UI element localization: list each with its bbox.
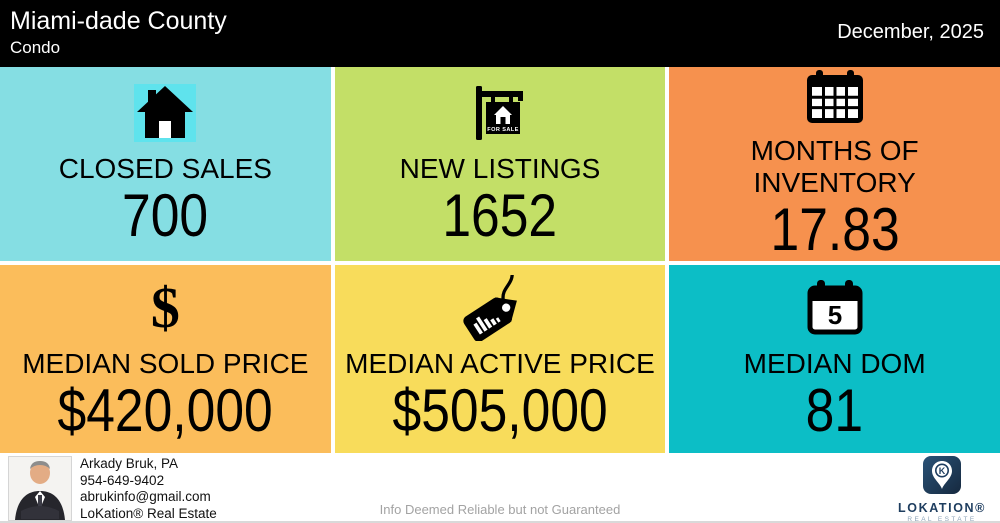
- svg-text:K: K: [939, 466, 946, 476]
- lokation-pin-icon: K: [923, 456, 961, 494]
- stat-tile-median-active-price: MEDIAN ACTIVE PRICE $505,000: [334, 265, 666, 453]
- for-sale-text: FOR SALE: [487, 127, 518, 133]
- stat-tile-new-listings: FOR SALE NEW LISTINGS 1652: [334, 67, 666, 261]
- stat-value: 81: [805, 376, 864, 444]
- logo-tagline: REAL ESTATE: [907, 516, 977, 523]
- footer-bar: Arkady Bruk, PA 954-649-9402 abrukinfo@g…: [0, 453, 1000, 523]
- calendar-day-number: 5: [827, 300, 841, 330]
- page-subtitle: Condo: [10, 38, 61, 57]
- for-sale-sign-icon: FOR SALE: [469, 82, 531, 144]
- stat-label: MEDIAN DOM: [743, 347, 926, 379]
- stat-label: MEDIAN SOLD PRICE: [22, 347, 309, 379]
- price-tag-icon: [452, 274, 548, 341]
- stat-tile-closed-sales: CLOSED SALES 700: [0, 67, 331, 261]
- house-icon: [134, 83, 197, 142]
- lokation-logo: K LOKATION® REAL ESTATE: [892, 455, 992, 523]
- report-date: December, 2025: [837, 21, 984, 43]
- stat-tile-median-dom: 5 MEDIAN DOM 81: [669, 265, 1000, 453]
- agent-photo: [8, 456, 72, 521]
- stat-value: $420,000: [57, 376, 273, 444]
- disclaimer-text: Info Deemed Reliable but not Guaranteed: [379, 502, 621, 517]
- header-titles: Miami-dade County Condo: [10, 0, 227, 67]
- stat-value: 1652: [442, 181, 558, 249]
- stat-tile-months-of-inventory: MONTHS OF INVENTORY 17.83: [669, 67, 1000, 261]
- stat-value: 17.83: [770, 196, 900, 263]
- page-title: Miami-dade County: [10, 7, 227, 35]
- agent-phone: 954-649-9402: [80, 472, 165, 488]
- calendar-5-icon: 5: [804, 277, 866, 339]
- dollar-icon: $: [150, 274, 180, 340]
- header-bar: Miami-dade County Condo December, 2025: [0, 0, 1000, 67]
- stat-label: NEW LISTINGS: [399, 152, 601, 184]
- stat-label: MONTHS OF INVENTORY: [750, 135, 919, 198]
- agent-info: Arkady Bruk, PA 954-649-9402 abrukinfo@g…: [80, 456, 217, 522]
- agent-company: LoKation® Real Estate: [80, 505, 217, 521]
- stat-value: 700: [122, 181, 209, 249]
- stats-grid: CLOSED SALES 700 FOR SALE NEW L: [0, 67, 1000, 453]
- stat-label: CLOSED SALES: [58, 152, 272, 184]
- calendar-icon: [804, 67, 866, 126]
- stat-tile-median-sold-price: $ MEDIAN SOLD PRICE $420,000: [0, 265, 331, 453]
- logo-name: LOKATION®: [898, 501, 986, 515]
- agent-email: abrukinfo@gmail.com: [80, 489, 211, 504]
- stat-label: MEDIAN ACTIVE PRICE: [345, 347, 655, 379]
- stat-value: $505,000: [392, 376, 608, 444]
- agent-name: Arkady Bruk, PA: [80, 456, 179, 471]
